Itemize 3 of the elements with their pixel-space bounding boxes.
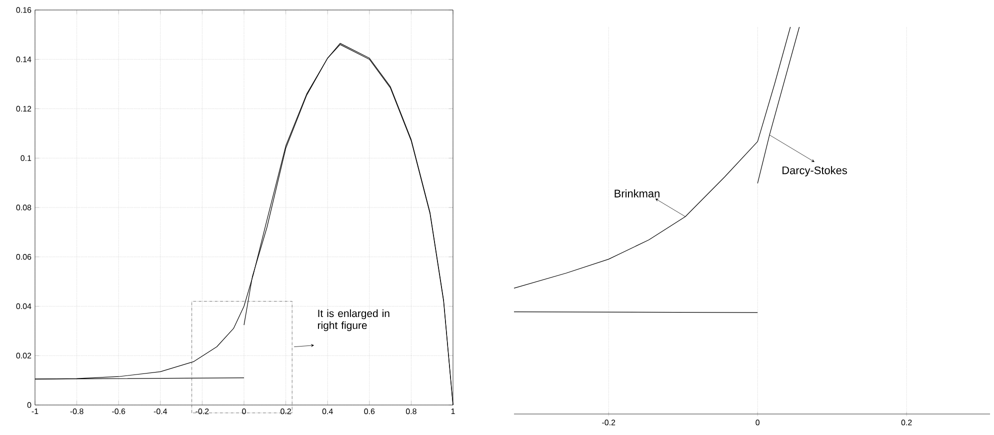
- annotation: It is enlarged in right figure: [318, 309, 390, 332]
- legend-label: Brinkman: [614, 189, 660, 198]
- series-label: Darcy-Stokes: [782, 166, 847, 176]
